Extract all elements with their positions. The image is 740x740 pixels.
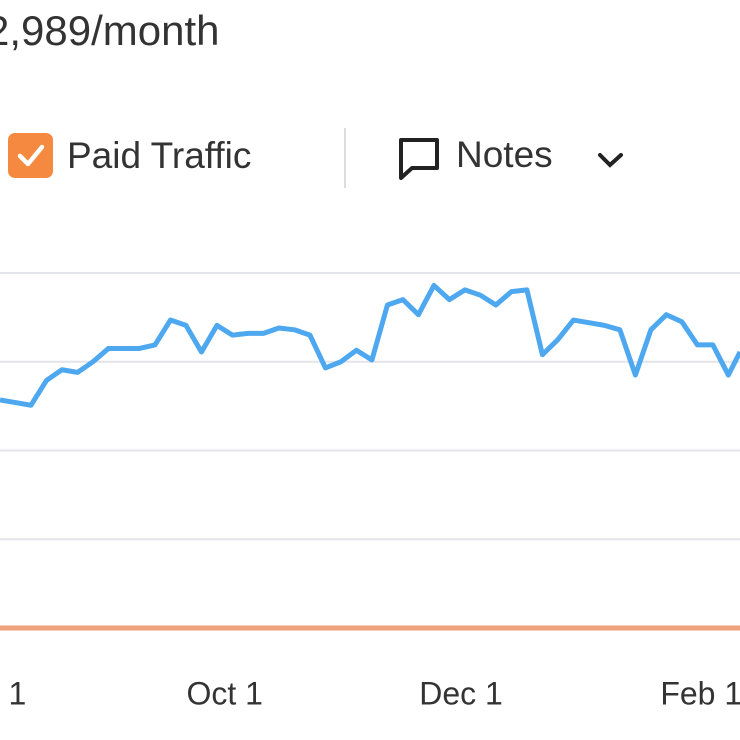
header-text: 2,989/month — [0, 7, 220, 54]
series-line — [0, 282, 740, 408]
x-tick-label: Oct 1 — [186, 675, 262, 711]
paid-label[interactable]: Paid Traffic — [67, 135, 251, 176]
notes-icon[interactable] — [399, 138, 439, 180]
plot: Aug 1 Oct 1 Dec 1 Feb 1 — [0, 272, 740, 711]
x-tick-label: Dec 1 — [419, 675, 503, 711]
notes-label[interactable]: Notes — [456, 134, 553, 175]
x-tick-label: Aug 1 — [0, 675, 26, 711]
checkmark — [17, 144, 45, 167]
x-tick-label: Feb 1 — [660, 675, 740, 711]
paid-checkbox[interactable] — [8, 133, 53, 178]
notes-chevron[interactable] — [598, 153, 623, 168]
checkbox-box[interactable] — [8, 133, 53, 178]
